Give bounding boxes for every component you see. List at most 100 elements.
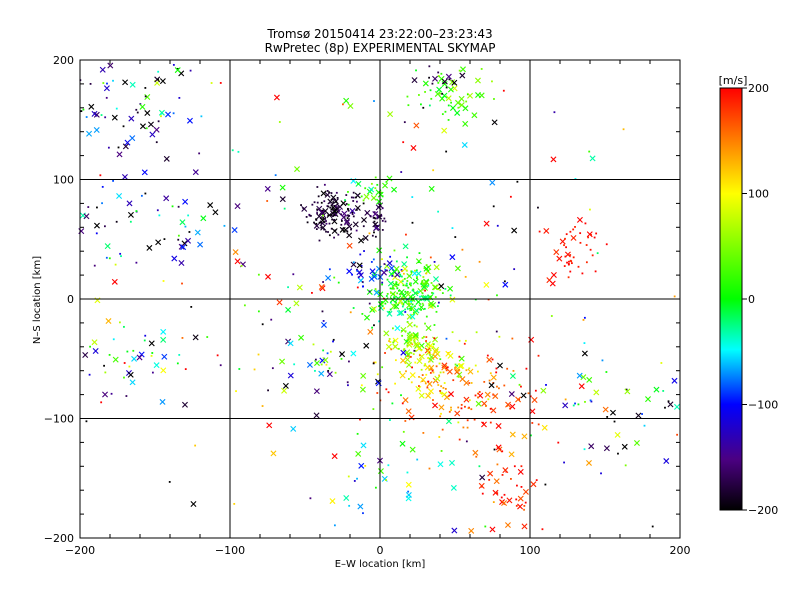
scatter-point	[352, 307, 355, 309]
scatter-point	[314, 369, 316, 372]
scatter-point	[541, 528, 544, 531]
scatter-point	[516, 180, 519, 183]
scatter-point	[336, 210, 339, 213]
scatter-point	[577, 403, 580, 406]
scatter-point-x	[122, 79, 129, 86]
scatter-point-x	[441, 78, 448, 85]
scatter-point	[448, 410, 451, 413]
scatter-point	[123, 325, 125, 328]
scatter-point	[565, 246, 567, 249]
scatter-point	[372, 362, 375, 365]
scatter-point	[429, 295, 432, 298]
scatter-point-x	[346, 232, 353, 239]
y-tick-label: 100	[53, 174, 74, 187]
scatter-point-x	[495, 444, 502, 451]
scatter-point-x	[441, 364, 448, 371]
scatter-point	[390, 292, 392, 294]
scatter-point	[383, 217, 386, 220]
scatter-point	[187, 214, 190, 217]
scatter-point	[468, 367, 471, 370]
scatter-point	[401, 280, 404, 283]
scatter-point	[481, 492, 484, 495]
scatter-point-x	[352, 221, 359, 228]
scatter-point	[400, 275, 403, 278]
scatter-point-x	[339, 351, 346, 358]
scatter-point	[315, 218, 317, 221]
scatter-point-x	[412, 278, 419, 285]
scatter-point	[430, 368, 433, 371]
scatter-point	[506, 367, 509, 370]
scatter-point	[323, 228, 325, 231]
scatter-point	[325, 222, 328, 225]
scatter-point	[448, 78, 451, 81]
scatter-point-x	[139, 103, 146, 110]
scatter-point	[492, 501, 495, 504]
scatter-point	[171, 205, 174, 208]
scatter-point	[397, 284, 400, 286]
scatter-point	[463, 342, 466, 345]
scatter-point	[513, 268, 516, 271]
scatter-point	[406, 307, 409, 310]
scatter-point-x	[502, 467, 509, 474]
scatter-point-x	[354, 204, 361, 211]
scatter-point	[496, 463, 499, 466]
scatter-point-x	[346, 242, 353, 249]
scatter-point-x	[192, 334, 199, 341]
scatter-point-x	[438, 283, 445, 290]
scatter-point-x	[425, 392, 432, 399]
scatter-point	[491, 80, 493, 83]
scatter-point-x	[406, 332, 413, 339]
scatter-point	[406, 291, 409, 293]
scatter-point	[219, 82, 222, 84]
scatter-point	[467, 407, 470, 410]
scatter-point-x	[576, 372, 583, 379]
scatter-point	[351, 273, 353, 276]
scatter-point-x	[163, 155, 170, 162]
scatter-point	[478, 465, 481, 468]
scatter-point	[465, 369, 468, 372]
scatter-point-x	[401, 261, 408, 268]
scatter-point	[88, 373, 91, 376]
scatter-point	[572, 404, 575, 407]
scatter-point-x	[635, 412, 642, 419]
scatter-point-x	[279, 196, 286, 203]
scatter-point-x	[301, 205, 308, 212]
scatter-point-x	[468, 527, 475, 534]
scatter-point	[126, 350, 129, 353]
scatter-point	[458, 339, 461, 342]
scatter-point-x	[402, 265, 408, 272]
scatter-point	[206, 336, 209, 338]
scatter-point-x	[504, 522, 511, 529]
scatter-point	[128, 365, 131, 368]
scatter-point	[410, 305, 413, 308]
scatter-point	[326, 189, 329, 192]
scatter-point-x	[362, 234, 369, 241]
scatter-point-x	[350, 350, 357, 357]
scatter-point	[583, 448, 586, 451]
scatter-point	[261, 323, 264, 326]
scatter-point	[478, 391, 481, 393]
scatter-point	[257, 353, 260, 356]
scatter-point	[409, 307, 411, 310]
scatter-point	[428, 467, 431, 470]
scatter-point	[416, 458, 419, 461]
scatter-point	[155, 141, 158, 144]
scatter-point-x	[331, 228, 338, 235]
scatter-point	[135, 210, 138, 212]
scatter-point-x	[445, 350, 452, 357]
scatter-point	[423, 335, 425, 338]
scatter-point-x	[136, 354, 143, 361]
scatter-point	[321, 209, 324, 212]
scatter-point	[593, 236, 596, 239]
colorbar-unit-label: [m/s]	[719, 74, 748, 87]
scatter-point	[335, 201, 338, 203]
scatter-point-x	[609, 409, 616, 416]
scatter-point	[376, 373, 379, 376]
scatter-point	[625, 388, 628, 391]
scatter-point	[563, 265, 566, 267]
scatter-point	[406, 280, 409, 282]
scatter-point	[568, 260, 570, 263]
scatter-point	[391, 274, 394, 277]
scatter-point-x	[431, 284, 438, 291]
scatter-point	[557, 441, 560, 444]
